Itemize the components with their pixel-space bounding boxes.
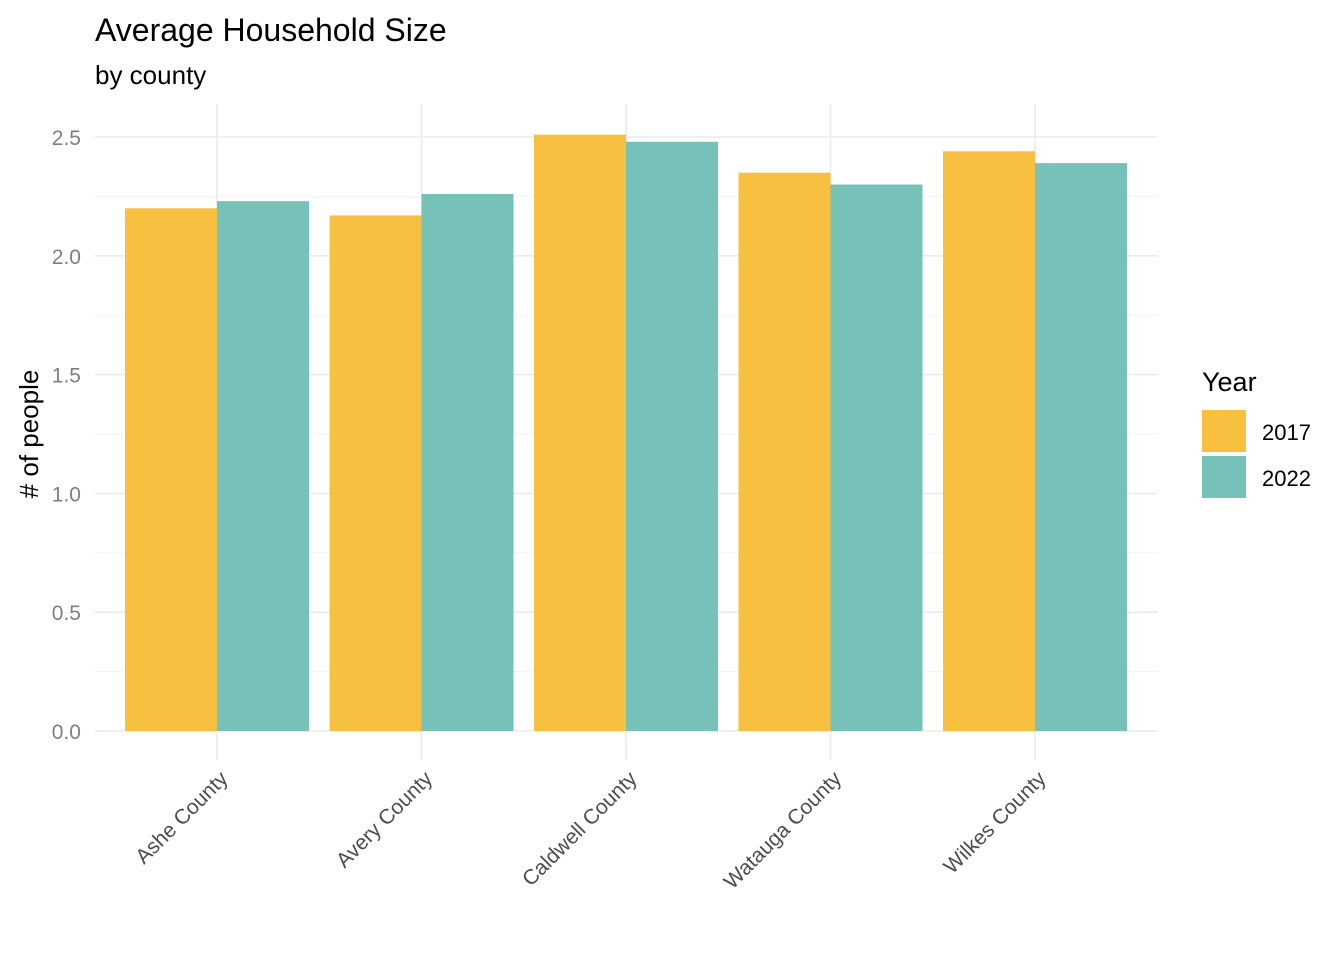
bar-2022-avery-county [421, 194, 514, 732]
bar-2017-ashe-county [125, 208, 217, 731]
legend-title: Year [1202, 367, 1257, 397]
y-axis-label: # of people [14, 370, 44, 499]
x-tick-label: Watauga County [720, 767, 847, 894]
x-axis-ticks: Ashe County Avery County Caldwell County Wa… [131, 767, 1051, 894]
y-tick-label: 0.0 [52, 721, 81, 744]
bar-2017-wilkes-county [943, 151, 1035, 732]
y-tick-label: 2.5 [52, 127, 81, 150]
y-tick-label: 1.0 [52, 483, 81, 506]
x-tick-label: Wilkes County [939, 767, 1051, 879]
x-tick-label: Ashe County [131, 767, 233, 869]
x-tick-label: Caldwell County [518, 767, 642, 891]
bar-2017-avery-county [329, 215, 422, 731]
bar-2022-wilkes-county [1035, 163, 1127, 732]
y-tick-label: 0.5 [52, 602, 81, 625]
legend-label-2022: 2022 [1262, 466, 1311, 491]
legend-label-2017: 2017 [1262, 420, 1311, 445]
legend: Year 2017 2022 [1202, 367, 1311, 498]
legend-swatch-2017 [1202, 410, 1246, 452]
chart-subtitle: by county [95, 60, 206, 90]
bar-2022-watauga-county [830, 184, 923, 731]
y-axis-ticks: 0.0 0.5 1.0 1.5 2.0 2.5 [52, 127, 81, 744]
bar-2017-watauga-county [738, 172, 831, 731]
bars [125, 134, 1127, 732]
x-tick-label: Avery County [332, 767, 437, 872]
bar-2022-caldwell-county [626, 141, 718, 731]
legend-swatch-2022 [1202, 456, 1246, 498]
y-tick-label: 1.5 [52, 365, 81, 388]
chart-title: Average Household Size [95, 12, 447, 48]
bar-2022-ashe-county [217, 201, 309, 732]
bar-2017-caldwell-county [534, 134, 626, 731]
y-tick-label: 2.0 [52, 246, 81, 269]
